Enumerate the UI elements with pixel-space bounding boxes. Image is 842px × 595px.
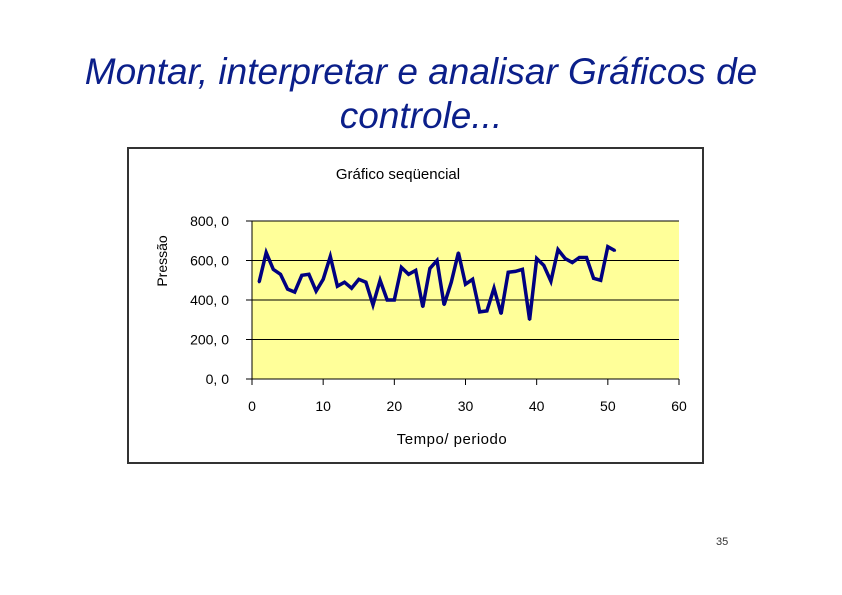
data-point xyxy=(592,277,595,280)
data-point xyxy=(485,309,489,313)
x-tick-label: 30 xyxy=(458,398,474,414)
data-point xyxy=(378,279,382,282)
slide-title-line-1: Montar, interpretar e analisar Gráficos … xyxy=(84,51,758,92)
data-point xyxy=(542,264,545,267)
x-tick-label: 20 xyxy=(387,398,403,414)
data-point xyxy=(556,248,560,251)
data-point xyxy=(528,318,531,321)
y-tick-label: 0, 0 xyxy=(206,371,230,387)
data-point xyxy=(257,281,261,284)
y-tick-label: 200, 0 xyxy=(190,332,229,348)
x-axis: 0 10 20 30 40 50 60 xyxy=(248,378,687,414)
data-points xyxy=(257,245,617,321)
data-point xyxy=(578,256,581,259)
data-point xyxy=(478,310,481,314)
chart-title: Gráfico seqüencial xyxy=(336,166,460,183)
data-point xyxy=(549,280,553,283)
chart-frame: Gráfico seqüencial 0, 0 200, 0 400, 0 600, … xyxy=(127,147,704,464)
data-point xyxy=(428,267,432,270)
x-tick-label: 60 xyxy=(671,398,687,414)
data-point xyxy=(492,287,496,290)
data-point xyxy=(400,266,403,269)
x-axis-label: Tempo/ periodo xyxy=(397,431,507,448)
y-tick-label: 400, 0 xyxy=(190,292,229,308)
data-point xyxy=(535,257,538,260)
data-point xyxy=(364,281,368,284)
slide-title: Montar, interpretar e analisar Gráficos … xyxy=(0,50,842,138)
data-point xyxy=(343,281,346,284)
x-tick-label: 50 xyxy=(600,398,616,414)
x-tick-label: 10 xyxy=(315,398,331,414)
data-point xyxy=(521,268,524,271)
x-tick-label: 40 xyxy=(529,398,545,414)
data-point xyxy=(265,251,268,254)
data-point xyxy=(457,251,460,254)
data-point xyxy=(314,289,318,293)
data-point xyxy=(407,273,410,276)
data-point xyxy=(442,303,446,307)
data-point xyxy=(371,303,375,307)
data-point xyxy=(336,285,339,288)
data-point xyxy=(450,281,453,284)
page-number: 35 xyxy=(716,536,729,548)
data-point xyxy=(279,273,282,276)
data-point xyxy=(464,283,467,286)
slide-title-line-2: controle... xyxy=(339,95,503,136)
y-axis-label: Pressão xyxy=(154,235,170,287)
data-point xyxy=(393,298,396,302)
data-point xyxy=(414,269,417,272)
data-point xyxy=(386,298,389,302)
data-point xyxy=(307,273,311,276)
data-point xyxy=(514,270,517,273)
data-point xyxy=(286,287,289,291)
data-point xyxy=(435,259,439,262)
data-point xyxy=(563,257,567,260)
x-tick-label: 0 xyxy=(248,398,256,414)
data-point xyxy=(357,278,360,281)
data-point xyxy=(350,287,353,290)
data-point xyxy=(499,312,503,315)
data-point xyxy=(329,255,332,258)
data-point xyxy=(421,305,424,309)
data-point xyxy=(585,256,588,259)
data-point xyxy=(507,271,510,274)
data-point xyxy=(293,290,296,294)
data-point xyxy=(300,274,303,277)
data-point xyxy=(613,249,617,252)
y-axis: 0, 0 200, 0 400, 0 600, 0 800, 0 xyxy=(190,213,253,387)
y-tick-label: 800, 0 xyxy=(190,213,229,229)
data-point xyxy=(471,278,474,281)
data-point xyxy=(571,261,574,264)
data-point xyxy=(322,278,325,281)
data-point xyxy=(606,245,609,248)
data-point xyxy=(272,268,275,271)
data-point xyxy=(599,279,602,282)
y-tick-label: 600, 0 xyxy=(190,253,229,269)
